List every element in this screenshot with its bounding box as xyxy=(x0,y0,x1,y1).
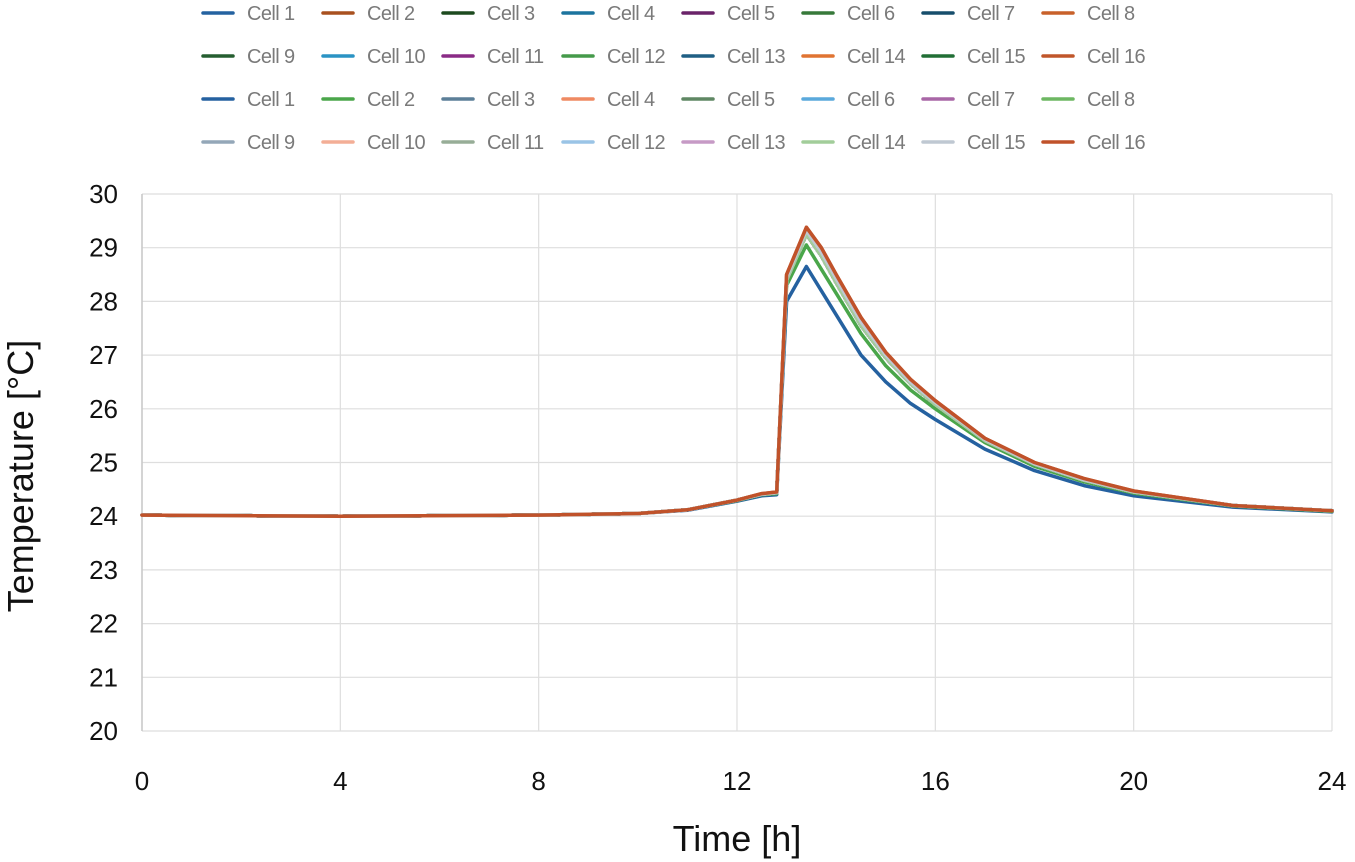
legend-label: Cell 13 xyxy=(727,132,786,154)
legend-label: Cell 2 xyxy=(367,89,415,111)
legend-label: Cell 15 xyxy=(967,132,1026,154)
legend-item: Cell 3 xyxy=(441,3,536,25)
y-tick-label: 29 xyxy=(89,233,118,263)
legend-label: Cell 8 xyxy=(1087,89,1135,111)
legend-item: Cell 2 xyxy=(321,3,416,25)
legend-label: Cell 7 xyxy=(967,89,1015,111)
legend-label: Cell 13 xyxy=(727,46,786,68)
legend-item: Cell 7 xyxy=(921,89,1016,111)
y-axis-title: Temperature [°C] xyxy=(0,340,41,613)
legend-label: Cell 4 xyxy=(607,3,655,25)
x-tick-label: 24 xyxy=(1318,766,1347,796)
legend-label: Cell 12 xyxy=(607,132,666,154)
gridlines xyxy=(141,193,1333,732)
legend-item: Cell 10 xyxy=(321,132,426,154)
x-tick-label: 12 xyxy=(723,766,752,796)
y-tick-label: 26 xyxy=(89,394,118,424)
legend-label: Cell 11 xyxy=(487,46,544,68)
legend-label: Cell 7 xyxy=(967,3,1015,25)
x-axis-title: Time [h] xyxy=(673,818,802,859)
legend-label: Cell 10 xyxy=(367,46,426,68)
legend-label: Cell 6 xyxy=(847,3,895,25)
legend-item: Cell 8 xyxy=(1041,89,1136,111)
legend-label: Cell 5 xyxy=(727,89,775,111)
y-tick-label: 27 xyxy=(89,340,118,370)
legend-label: Cell 3 xyxy=(487,89,535,111)
legend-label: Cell 14 xyxy=(847,46,906,68)
x-tick-label: 4 xyxy=(333,766,347,796)
legend-label: Cell 11 xyxy=(487,132,544,154)
legend-item: Cell 13 xyxy=(681,132,786,154)
x-tick-label: 20 xyxy=(1119,766,1148,796)
legend-item: Cell 7 xyxy=(921,3,1016,25)
legend-label: Cell 14 xyxy=(847,132,906,154)
legend-label: Cell 3 xyxy=(487,3,535,25)
legend: Cell 1 Cell 2 Cell 3 Cell 4 Cell 5 Cell 6 Cell… xyxy=(201,3,1146,154)
legend-item: Cell 6 xyxy=(801,89,896,111)
y-tick-label: 22 xyxy=(89,609,118,639)
legend-item: Cell 9 xyxy=(201,132,296,154)
y-tick-labels: 20 21 22 23 24 25 26 27 28 29 30 xyxy=(89,179,118,746)
y-tick-label: 24 xyxy=(89,501,118,531)
legend-item: Cell 8 xyxy=(1041,3,1136,25)
x-tick-label: 0 xyxy=(135,766,149,796)
legend-item: Cell 5 xyxy=(681,3,776,25)
y-tick-label: 30 xyxy=(89,179,118,209)
legend-item: Cell 4 xyxy=(561,89,656,111)
legend-label: Cell 6 xyxy=(847,89,895,111)
legend-item: Cell 14 xyxy=(801,46,906,68)
y-tick-label: 23 xyxy=(89,555,118,585)
legend-item: Cell 3 xyxy=(441,89,536,111)
legend-item: Cell 5 xyxy=(681,89,776,111)
legend-item: Cell 11 xyxy=(441,46,545,68)
legend-item: Cell 14 xyxy=(801,132,906,154)
legend-item: Cell 2 xyxy=(321,89,416,111)
legend-label: Cell 2 xyxy=(367,3,415,25)
y-tick-label: 20 xyxy=(89,716,118,746)
legend-item: Cell 16 xyxy=(1041,46,1146,68)
legend-item: Cell 6 xyxy=(801,3,896,25)
legend-item: Cell 15 xyxy=(921,46,1026,68)
legend-item: Cell 1 xyxy=(201,89,296,111)
y-tick-label: 25 xyxy=(89,448,118,478)
legend-item: Cell 12 xyxy=(561,46,666,68)
legend-label: Cell 12 xyxy=(607,46,666,68)
legend-label: Cell 5 xyxy=(727,3,775,25)
series-lines xyxy=(140,225,1334,518)
legend-item: Cell 15 xyxy=(921,132,1026,154)
legend-label: Cell 4 xyxy=(607,89,655,111)
legend-label: Cell 15 xyxy=(967,46,1026,68)
legend-label: Cell 9 xyxy=(247,132,295,154)
legend-item: Cell 10 xyxy=(321,46,426,68)
legend-label: Cell 8 xyxy=(1087,3,1135,25)
legend-label: Cell 16 xyxy=(1087,46,1146,68)
legend-item: Cell 13 xyxy=(681,46,786,68)
legend-item: Cell 9 xyxy=(201,46,296,68)
legend-item: Cell 11 xyxy=(441,132,545,154)
legend-label: Cell 16 xyxy=(1087,132,1146,154)
legend-item: Cell 12 xyxy=(561,132,666,154)
x-tick-label: 16 xyxy=(921,766,950,796)
series-line-b-cell-16 xyxy=(140,225,1334,518)
legend-item: Cell 16 xyxy=(1041,132,1146,154)
x-tick-labels: 0 4 8 12 16 20 24 xyxy=(135,766,1347,796)
legend-label: Cell 9 xyxy=(247,46,295,68)
legend-item: Cell 1 xyxy=(201,3,296,25)
x-tick-label: 8 xyxy=(531,766,545,796)
legend-label: Cell 10 xyxy=(367,132,426,154)
legend-label: Cell 1 xyxy=(247,3,295,25)
y-tick-label: 28 xyxy=(89,286,118,316)
legend-label: Cell 1 xyxy=(247,89,295,111)
y-tick-label: 21 xyxy=(89,662,118,692)
legend-item: Cell 4 xyxy=(561,3,656,25)
